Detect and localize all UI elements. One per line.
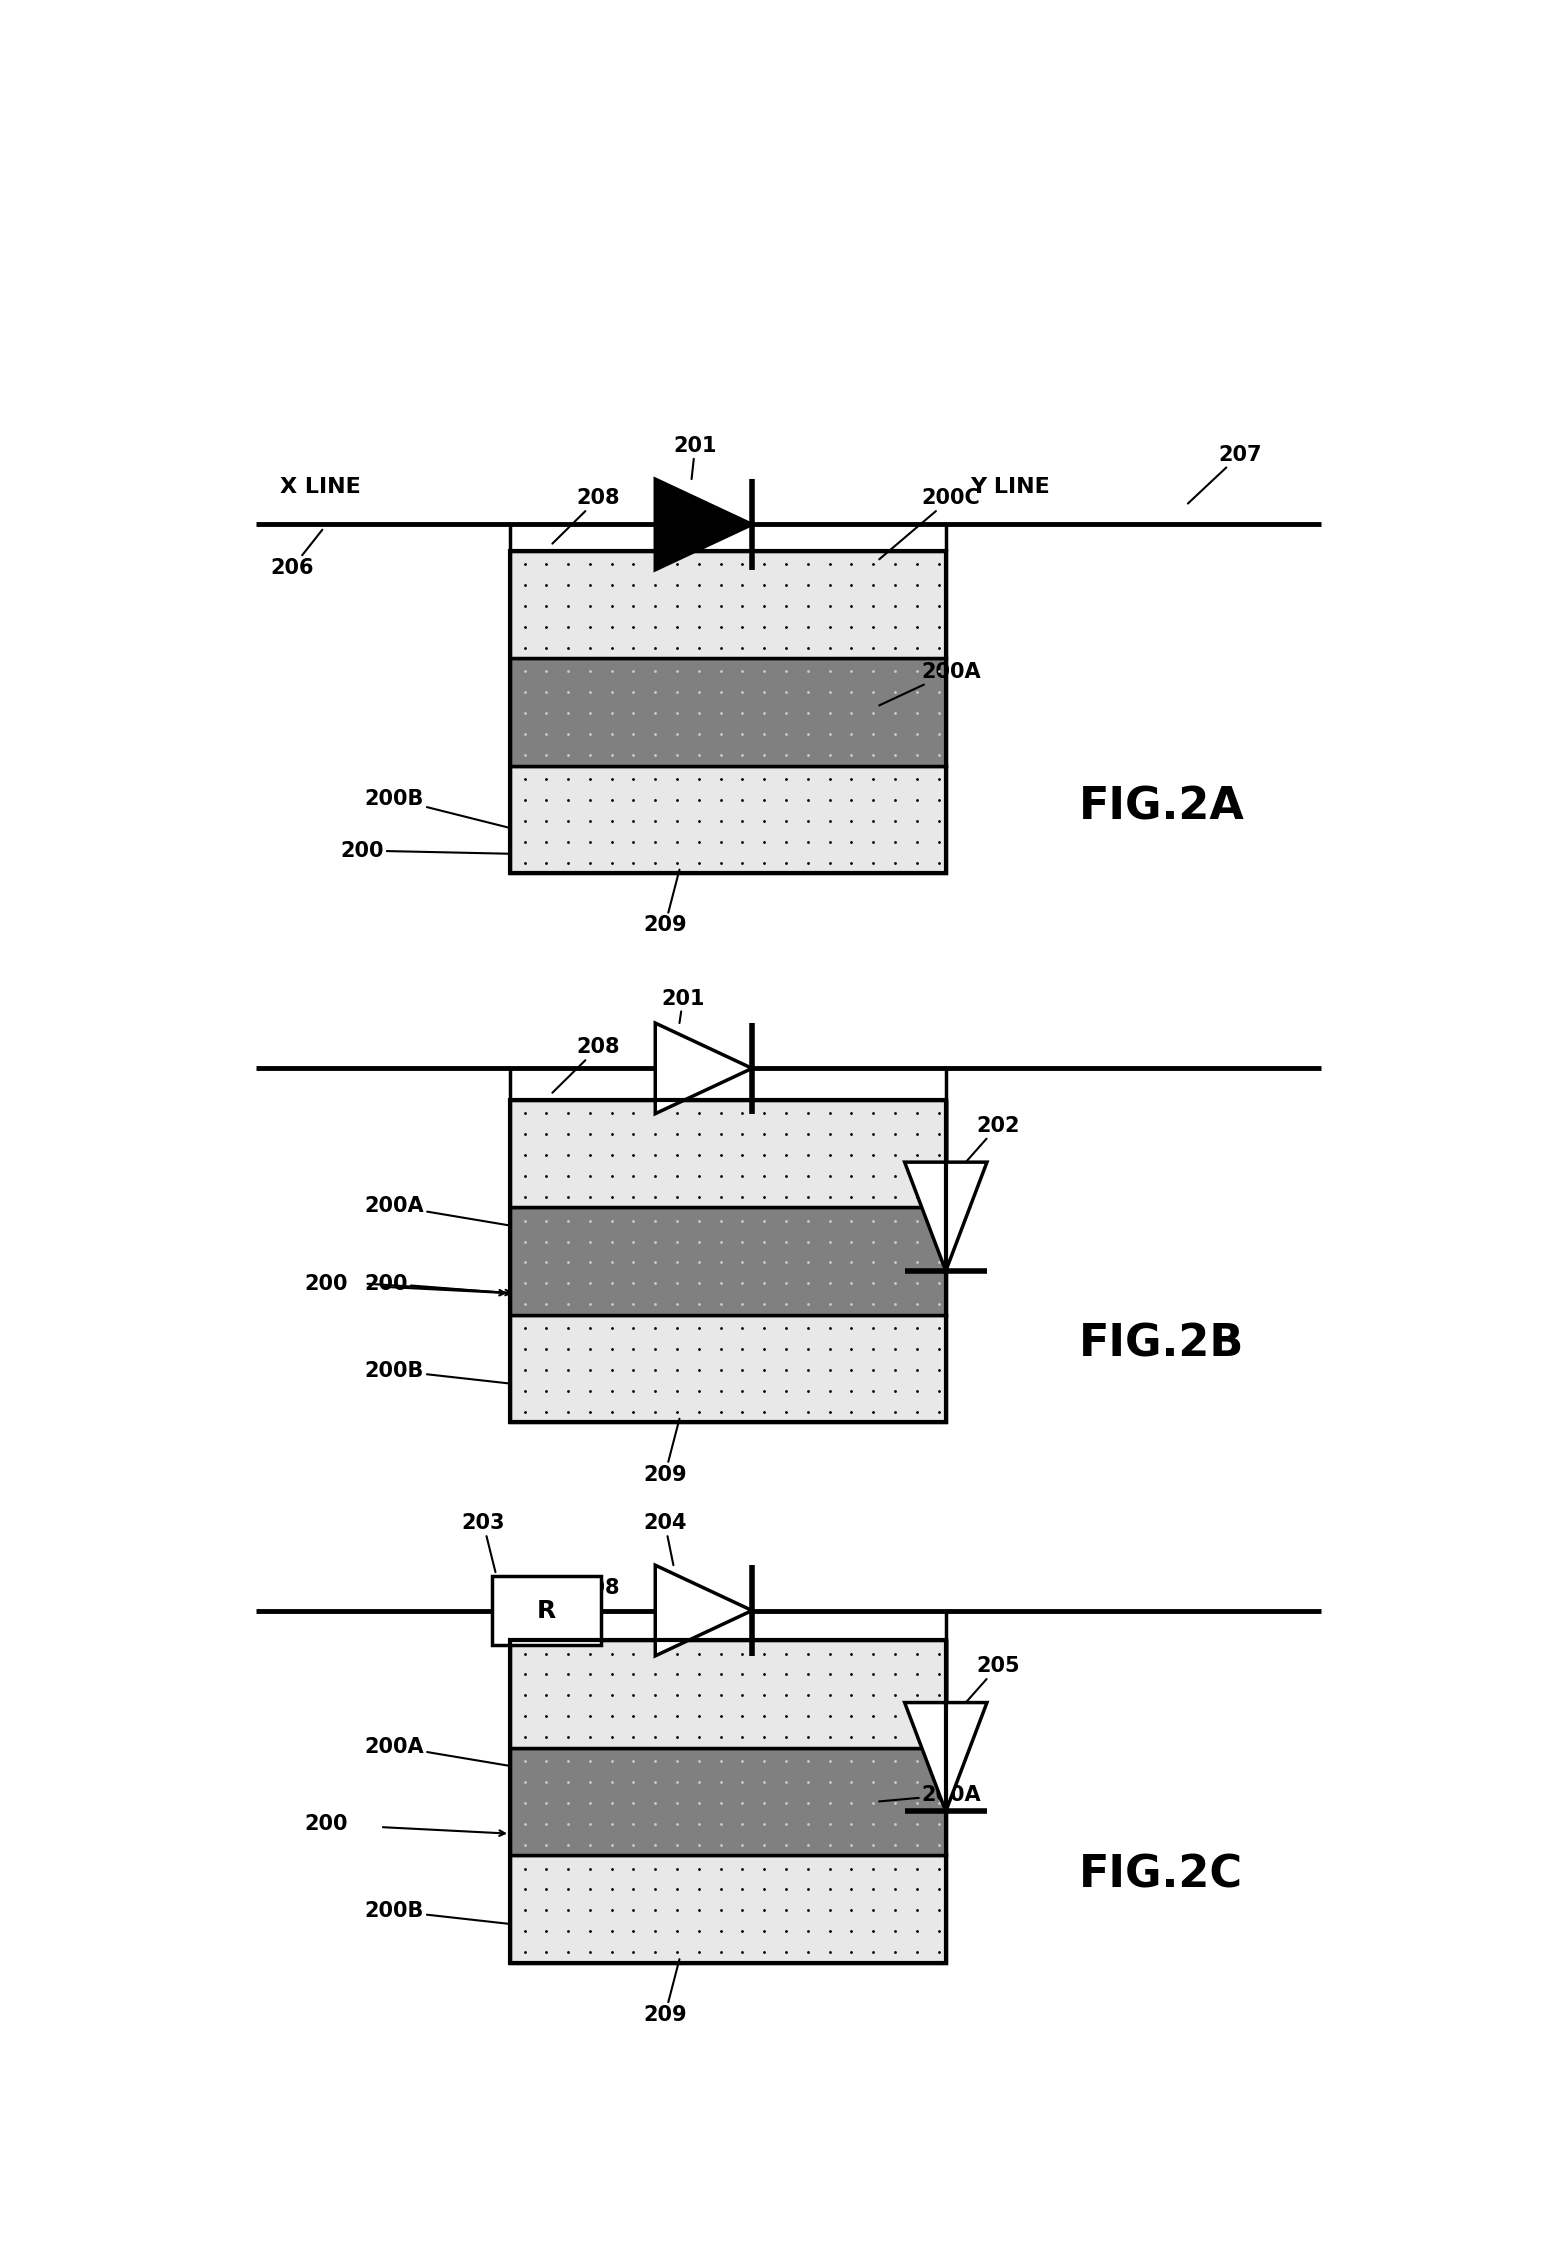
Text: 200: 200 (305, 1275, 348, 1293)
Bar (509, 659, 945, 765)
Polygon shape (904, 1161, 987, 1270)
Text: 200A: 200A (879, 661, 981, 706)
Text: 204: 204 (644, 1512, 687, 1564)
Text: 206: 206 (270, 530, 322, 577)
Bar (509, 1207, 945, 1315)
Bar (509, 1639, 945, 1963)
Bar (509, 1100, 945, 1422)
Bar (509, 550, 945, 874)
Text: 200: 200 (305, 1813, 348, 1834)
Polygon shape (656, 1564, 751, 1655)
Polygon shape (904, 1703, 987, 1811)
Polygon shape (656, 480, 751, 571)
Text: FIG.2C: FIG.2C (1079, 1854, 1243, 1897)
Text: 203: 203 (462, 1512, 505, 1571)
Text: 209: 209 (644, 1958, 687, 2024)
Text: 200: 200 (341, 840, 509, 860)
Text: X LINE: X LINE (280, 475, 361, 496)
Bar (509, 1315, 945, 1422)
Polygon shape (656, 1023, 751, 1114)
Bar (509, 1639, 945, 1748)
Text: 205: 205 (964, 1657, 1020, 1705)
Bar (509, 550, 945, 659)
Text: 202: 202 (964, 1116, 1020, 1164)
Text: 200: 200 (364, 1275, 509, 1293)
Bar (492, 1576, 601, 1646)
Text: 201: 201 (673, 437, 717, 480)
Text: 208: 208 (553, 1578, 620, 1632)
Text: 200B: 200B (364, 1361, 509, 1383)
Bar (509, 765, 945, 874)
Text: 200A: 200A (364, 1736, 509, 1766)
Text: 200A: 200A (879, 1784, 981, 1804)
Text: 208: 208 (553, 489, 620, 543)
Bar (509, 1100, 945, 1207)
Bar (509, 1748, 945, 1854)
Text: FIG.2A: FIG.2A (1079, 786, 1245, 829)
Text: 200A: 200A (364, 1195, 509, 1225)
Text: 201: 201 (661, 989, 704, 1023)
Text: 209: 209 (644, 869, 687, 935)
Text: 200C: 200C (879, 489, 981, 559)
Text: Y LINE: Y LINE (970, 475, 1050, 496)
Bar (509, 1854, 945, 1963)
Text: 200B: 200B (364, 1902, 509, 1924)
Text: 209: 209 (644, 1420, 687, 1485)
Text: 208: 208 (553, 1037, 620, 1094)
Text: FIG.2B: FIG.2B (1079, 1322, 1245, 1365)
Text: 207: 207 (1187, 444, 1262, 503)
Text: R: R (537, 1598, 556, 1623)
Text: 200B: 200B (364, 788, 509, 829)
